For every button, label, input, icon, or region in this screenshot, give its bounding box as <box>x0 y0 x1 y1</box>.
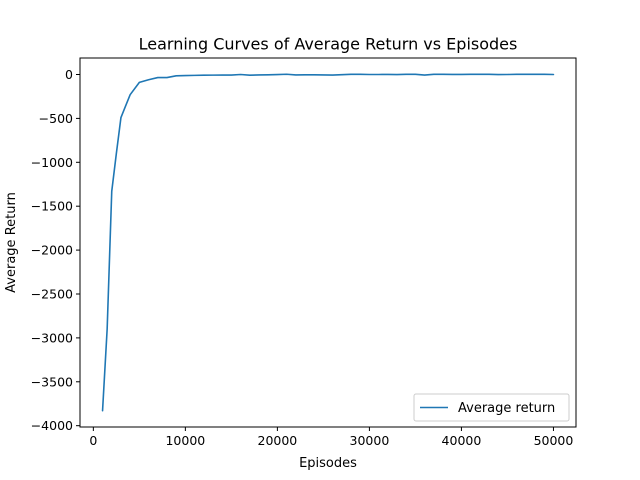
x-axis-label: Episodes <box>299 456 357 471</box>
y-tick-label: −3000 <box>31 330 73 345</box>
x-tick-label: 50000 <box>534 433 574 448</box>
y-axis-ticks: 0 −500 −1000 −1500 −2000 −2500 −3000 −3500 −4000 <box>31 67 80 433</box>
x-tick-label: 0 <box>89 433 97 448</box>
y-tick-label: −1000 <box>31 155 73 170</box>
x-tick-label: 10000 <box>165 433 205 448</box>
y-tick-label: −2500 <box>31 286 73 301</box>
legend-box <box>413 393 570 422</box>
plot-area-frame <box>79 57 577 428</box>
y-tick-label: −1500 <box>31 199 73 214</box>
y-tick-label: −2000 <box>31 243 73 258</box>
y-tick-label: −4000 <box>31 418 73 433</box>
x-axis-ticks: 0 10000 20000 30000 40000 50000 <box>89 427 573 448</box>
series-line-0 <box>101 73 555 412</box>
x-tick-label: 40000 <box>442 433 482 448</box>
y-axis-label: Average Return <box>4 192 19 293</box>
chart-title: Learning Curves of Average Return vs Epi… <box>139 35 518 54</box>
legend-label: Average return <box>458 401 555 416</box>
y-tick-label: −3500 <box>31 374 73 389</box>
legend: Average return <box>413 393 570 422</box>
y-tick-label: −500 <box>39 111 73 126</box>
y-tick-label: 0 <box>65 67 73 82</box>
x-tick-label: 30000 <box>350 433 390 448</box>
series-layer <box>101 73 555 412</box>
x-tick-label: 20000 <box>258 433 298 448</box>
